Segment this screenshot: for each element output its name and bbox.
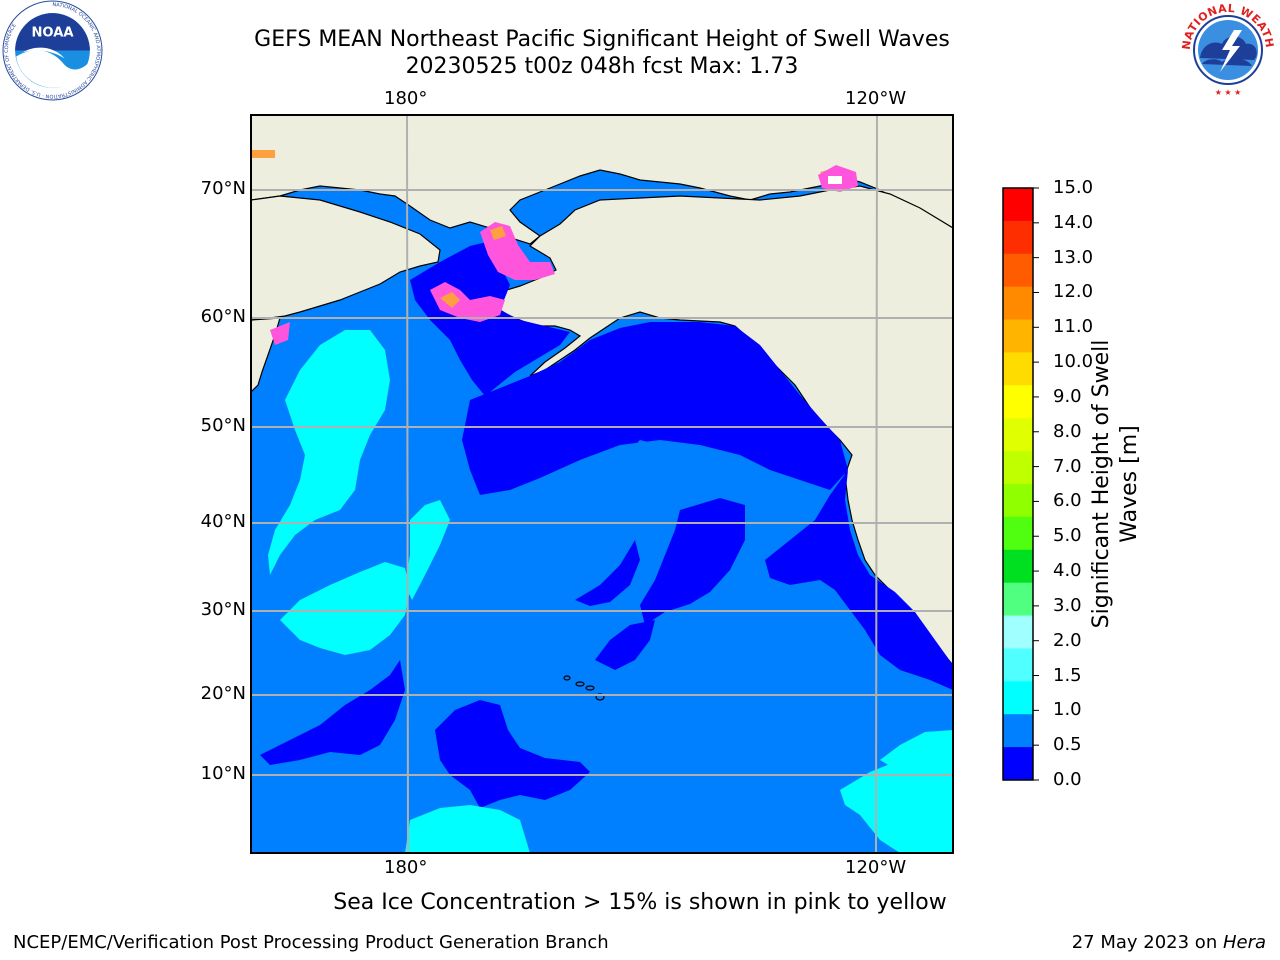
footer-credit: NCEP/EMC/Verification Post Processing Pr… (13, 932, 609, 953)
lon-label-bottom-180: 180° (384, 857, 428, 878)
lat-label-40n: 40°N (200, 511, 246, 532)
colorbar-tick-label: 13.0 (1053, 246, 1094, 268)
colorbar-segment (1003, 648, 1033, 682)
mid-pacific-low (575, 540, 640, 606)
lat-label-10n: 10°N (200, 763, 246, 784)
ice-white-patch (828, 176, 842, 184)
land-chukotka (251, 195, 441, 321)
colorbar-segment (1003, 188, 1033, 222)
coastal-low-band (765, 470, 953, 690)
colorbar-segment (1003, 615, 1033, 649)
colorbar-tick-label: 5.0 (1053, 525, 1082, 547)
colorbar-segment (1003, 747, 1033, 781)
lat-label-70n: 70°N (200, 178, 246, 199)
lat-label-60n: 60°N (200, 306, 246, 327)
nws-logo: NATIONAL WEATHER SERVICE ★ ★ ★ (1178, 0, 1276, 98)
lat-label-30n: 30°N (200, 599, 246, 620)
footer-date-text: 27 May 2023 on (1071, 932, 1223, 953)
colorbar-tick-label: 6.0 (1053, 490, 1082, 512)
colorbar-segment (1003, 549, 1033, 584)
map-subtitle: 20230525 t00z 048h fcst Max: 1.73 (405, 54, 799, 79)
colorbar-tick-label: 0.5 (1053, 734, 1082, 756)
southern-swell-high-1 (405, 805, 530, 853)
colorbar-segment (1003, 582, 1033, 617)
lon-label-top-180: 180° (384, 88, 428, 109)
land-alaska-canada-coast (489, 185, 953, 666)
colorbar-segment (1003, 352, 1033, 386)
colorbar-tick-label: 3.0 (1053, 594, 1082, 616)
gulf-of-alaska-low (462, 322, 848, 495)
colorbar-tick-label: 15.0 (1053, 177, 1094, 198)
colorbar-tick-label: 11.0 (1053, 316, 1094, 338)
footer-machine: Hera (1222, 932, 1266, 953)
sea-ice-note: Sea Ice Concentration > 15% is shown in … (333, 890, 947, 915)
colorbar-tick-label: 10.0 (1053, 351, 1094, 373)
lon-label-bottom-120w: 120°W (845, 857, 907, 878)
svg-text:★ ★ ★: ★ ★ ★ (1215, 88, 1242, 97)
colorbar-segment (1003, 484, 1033, 518)
colorbar-tick-label: 4.0 (1053, 560, 1082, 582)
footer-date: 27 May 2023 on Hera (1072, 932, 1266, 953)
colorbar-segment (1003, 253, 1033, 288)
colorbar (1003, 187, 1039, 781)
colorbar-segment (1003, 385, 1033, 419)
svg-text:NOAA: NOAA (31, 25, 74, 40)
map-gridlines (251, 115, 953, 853)
map-frame (250, 114, 954, 854)
colorbar-segment (1003, 319, 1033, 353)
colorbar-segment (1003, 286, 1033, 321)
lat-label-50n: 50°N (200, 415, 246, 436)
colorbar-tick-label: 0.0 (1053, 769, 1082, 790)
southern-swell-high-2 (840, 740, 953, 853)
colorbar-segment (1003, 516, 1033, 551)
west-tropical-low (260, 660, 405, 765)
lon-label-top-120w: 120°W (845, 88, 907, 109)
colorbar-segment (1003, 451, 1033, 485)
noaa-logo: NOAA NATIONAL OCEANIC AND ATMOSPHERIC AD… (2, 0, 103, 101)
colorbar-segment (1003, 220, 1033, 255)
colorbar-tick-label: 8.0 (1053, 420, 1082, 442)
colorbar-label-line2: Waves [m] (1117, 425, 1142, 543)
central-pacific-low (640, 498, 745, 625)
south-central-low (595, 620, 655, 670)
colorbar-frame (1002, 187, 1034, 781)
colorbar-segment (1003, 418, 1033, 452)
central-swell-light (615, 440, 660, 530)
colorbar-segment (1003, 714, 1033, 748)
colorbar-tick-label: 14.0 (1053, 211, 1094, 233)
ne-swell-high (880, 730, 953, 772)
west-pacific-swell-high (280, 562, 410, 655)
lat-label-20n: 20°N (200, 683, 246, 704)
tropical-low (435, 700, 590, 808)
colorbar-tick-label: 1.0 (1053, 699, 1082, 721)
colorbar-segment (1003, 681, 1033, 715)
colorbar-tick-label: 7.0 (1053, 455, 1082, 477)
sea-ice-bering (430, 282, 505, 322)
map-title: GEFS MEAN Northeast Pacific Significant … (254, 27, 950, 52)
colorbar-tick-label: 9.0 (1053, 385, 1082, 407)
kamchatka-swell-high (268, 330, 390, 575)
colorbar-tick-label: 12.0 (1053, 281, 1094, 303)
dateline-swell-high (405, 500, 450, 600)
colorbar-tick-label: 2.0 (1053, 629, 1082, 651)
colorbar-tick-label: 1.5 (1053, 664, 1082, 686)
colorbar-label-line1: Significant Height of Swell (1089, 339, 1114, 629)
